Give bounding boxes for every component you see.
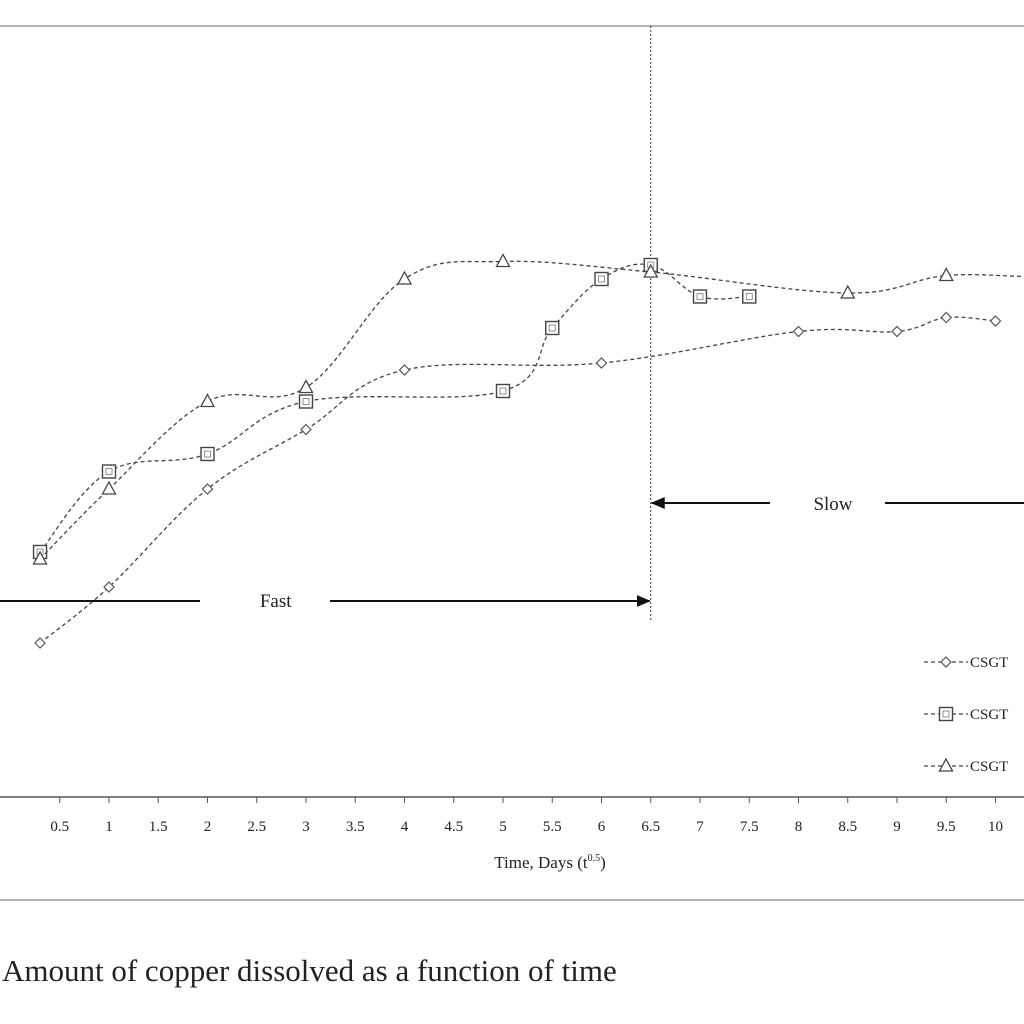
series-diamond xyxy=(34,311,1002,649)
data-point xyxy=(938,267,954,282)
figure-caption: Amount of copper dissolved as a function… xyxy=(2,953,617,988)
x-tick-label: 8.5 xyxy=(838,819,857,835)
x-tick-label: 9.5 xyxy=(937,819,956,835)
data-point xyxy=(396,270,413,285)
x-tick-label: 0.5 xyxy=(50,819,69,835)
series-layer xyxy=(32,253,1024,649)
series-line xyxy=(39,316,996,644)
fast-label: Fast xyxy=(260,591,292,612)
legend-marker xyxy=(938,757,954,772)
data-point xyxy=(300,423,312,436)
series-square xyxy=(32,257,757,560)
legend: CSGT CSGT CSGT xyxy=(924,655,1008,775)
slow-label: Slow xyxy=(813,494,852,515)
x-tick-label: 9 xyxy=(893,819,901,835)
data-point xyxy=(840,284,856,299)
x-tick-label: 6 xyxy=(598,819,606,835)
data-point xyxy=(201,483,214,495)
series-triangle xyxy=(32,253,1024,565)
legend-label: CSGT xyxy=(970,655,1008,671)
data-point xyxy=(103,581,115,593)
data-point xyxy=(643,263,659,278)
data-point xyxy=(495,253,511,268)
data-point xyxy=(989,315,1002,327)
data-point xyxy=(34,637,46,649)
x-tick-label: 3.5 xyxy=(346,819,365,835)
data-point xyxy=(199,393,216,408)
x-tick-label: 2.5 xyxy=(247,819,266,835)
x-axis-ticks: 0.5 1 1.5 2 2.5 3 3.5 4 4.5 5 5.5 6 6.5 7 7.5 8 8.5 9 9.5 1… xyxy=(50,797,1003,835)
data-point xyxy=(792,325,805,338)
data-point xyxy=(594,271,609,287)
data-point xyxy=(101,480,117,495)
data-point xyxy=(692,289,708,304)
series-line xyxy=(39,263,750,553)
x-tick-label: 8 xyxy=(795,819,803,835)
x-tick-label: 7 xyxy=(696,819,704,835)
legend-marker xyxy=(938,706,954,722)
x-tick-label: 1.5 xyxy=(149,819,168,835)
data-point xyxy=(298,379,314,394)
x-axis-title: Time, Days (t0.5) xyxy=(494,853,606,872)
data-point xyxy=(298,394,314,409)
data-point xyxy=(595,357,608,369)
data-point xyxy=(545,320,560,336)
series-line xyxy=(39,260,1024,560)
data-point xyxy=(32,550,48,565)
legend-label: CSGT xyxy=(970,759,1008,775)
data-point xyxy=(200,446,215,462)
data-point xyxy=(101,464,117,479)
legend-label: CSGT xyxy=(970,707,1008,723)
data-point xyxy=(495,383,511,399)
data-point xyxy=(398,364,411,376)
legend-marker xyxy=(940,656,952,668)
x-tick-label: 6.5 xyxy=(641,819,660,835)
x-tick-label: 10 xyxy=(988,819,1003,835)
x-tick-label: 3 xyxy=(302,819,310,835)
x-tick-label: 4.5 xyxy=(444,819,463,835)
data-point xyxy=(742,289,757,304)
x-tick-label: 2 xyxy=(204,819,212,835)
x-tick-label: 1 xyxy=(105,819,113,835)
x-tick-label: 7.5 xyxy=(740,819,759,835)
data-point xyxy=(891,325,903,338)
x-tick-label: 5 xyxy=(499,819,507,835)
x-tick-label: 5.5 xyxy=(543,819,562,835)
x-tick-label: 4 xyxy=(401,819,409,835)
phase-annotations: Fast Slow xyxy=(0,26,1024,620)
data-point xyxy=(940,311,953,324)
